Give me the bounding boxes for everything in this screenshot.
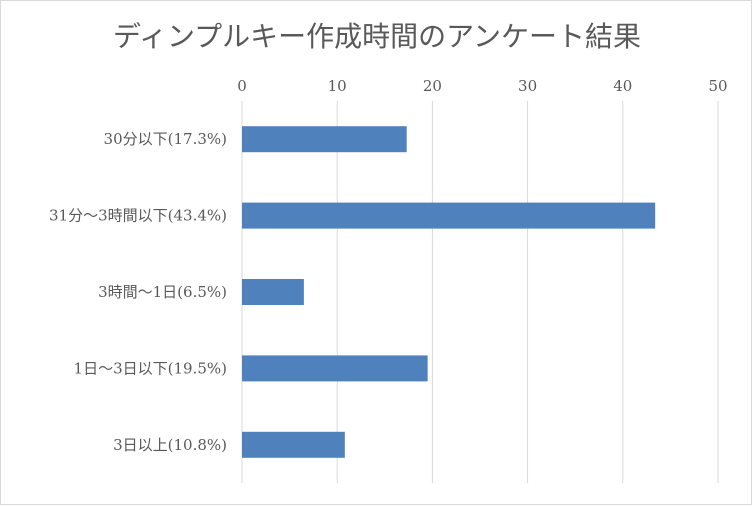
- chart-title: ディンプルキー作成時間のアンケート結果: [112, 20, 642, 53]
- category-label: 3時間〜1日(6.5%): [98, 283, 227, 301]
- category-label: 3日以上(10.8%): [113, 436, 227, 454]
- bar: [242, 279, 304, 305]
- bar: [242, 431, 345, 458]
- category-label: 31分〜3時間以下(43.4%): [49, 207, 227, 225]
- x-tick-label: 40: [613, 77, 632, 95]
- x-tick-label: 20: [423, 77, 442, 95]
- x-tick-label: 50: [708, 77, 727, 95]
- bar: [242, 202, 656, 229]
- category-label: 1日〜3日以下(19.5%): [74, 359, 227, 377]
- category-label: 30分以下(17.3%): [104, 130, 227, 148]
- bar: [242, 126, 407, 153]
- x-tick-label: 0: [237, 77, 247, 95]
- x-tick-label: 30: [518, 77, 537, 95]
- x-tick-label: 10: [328, 77, 347, 95]
- bar: [242, 355, 428, 382]
